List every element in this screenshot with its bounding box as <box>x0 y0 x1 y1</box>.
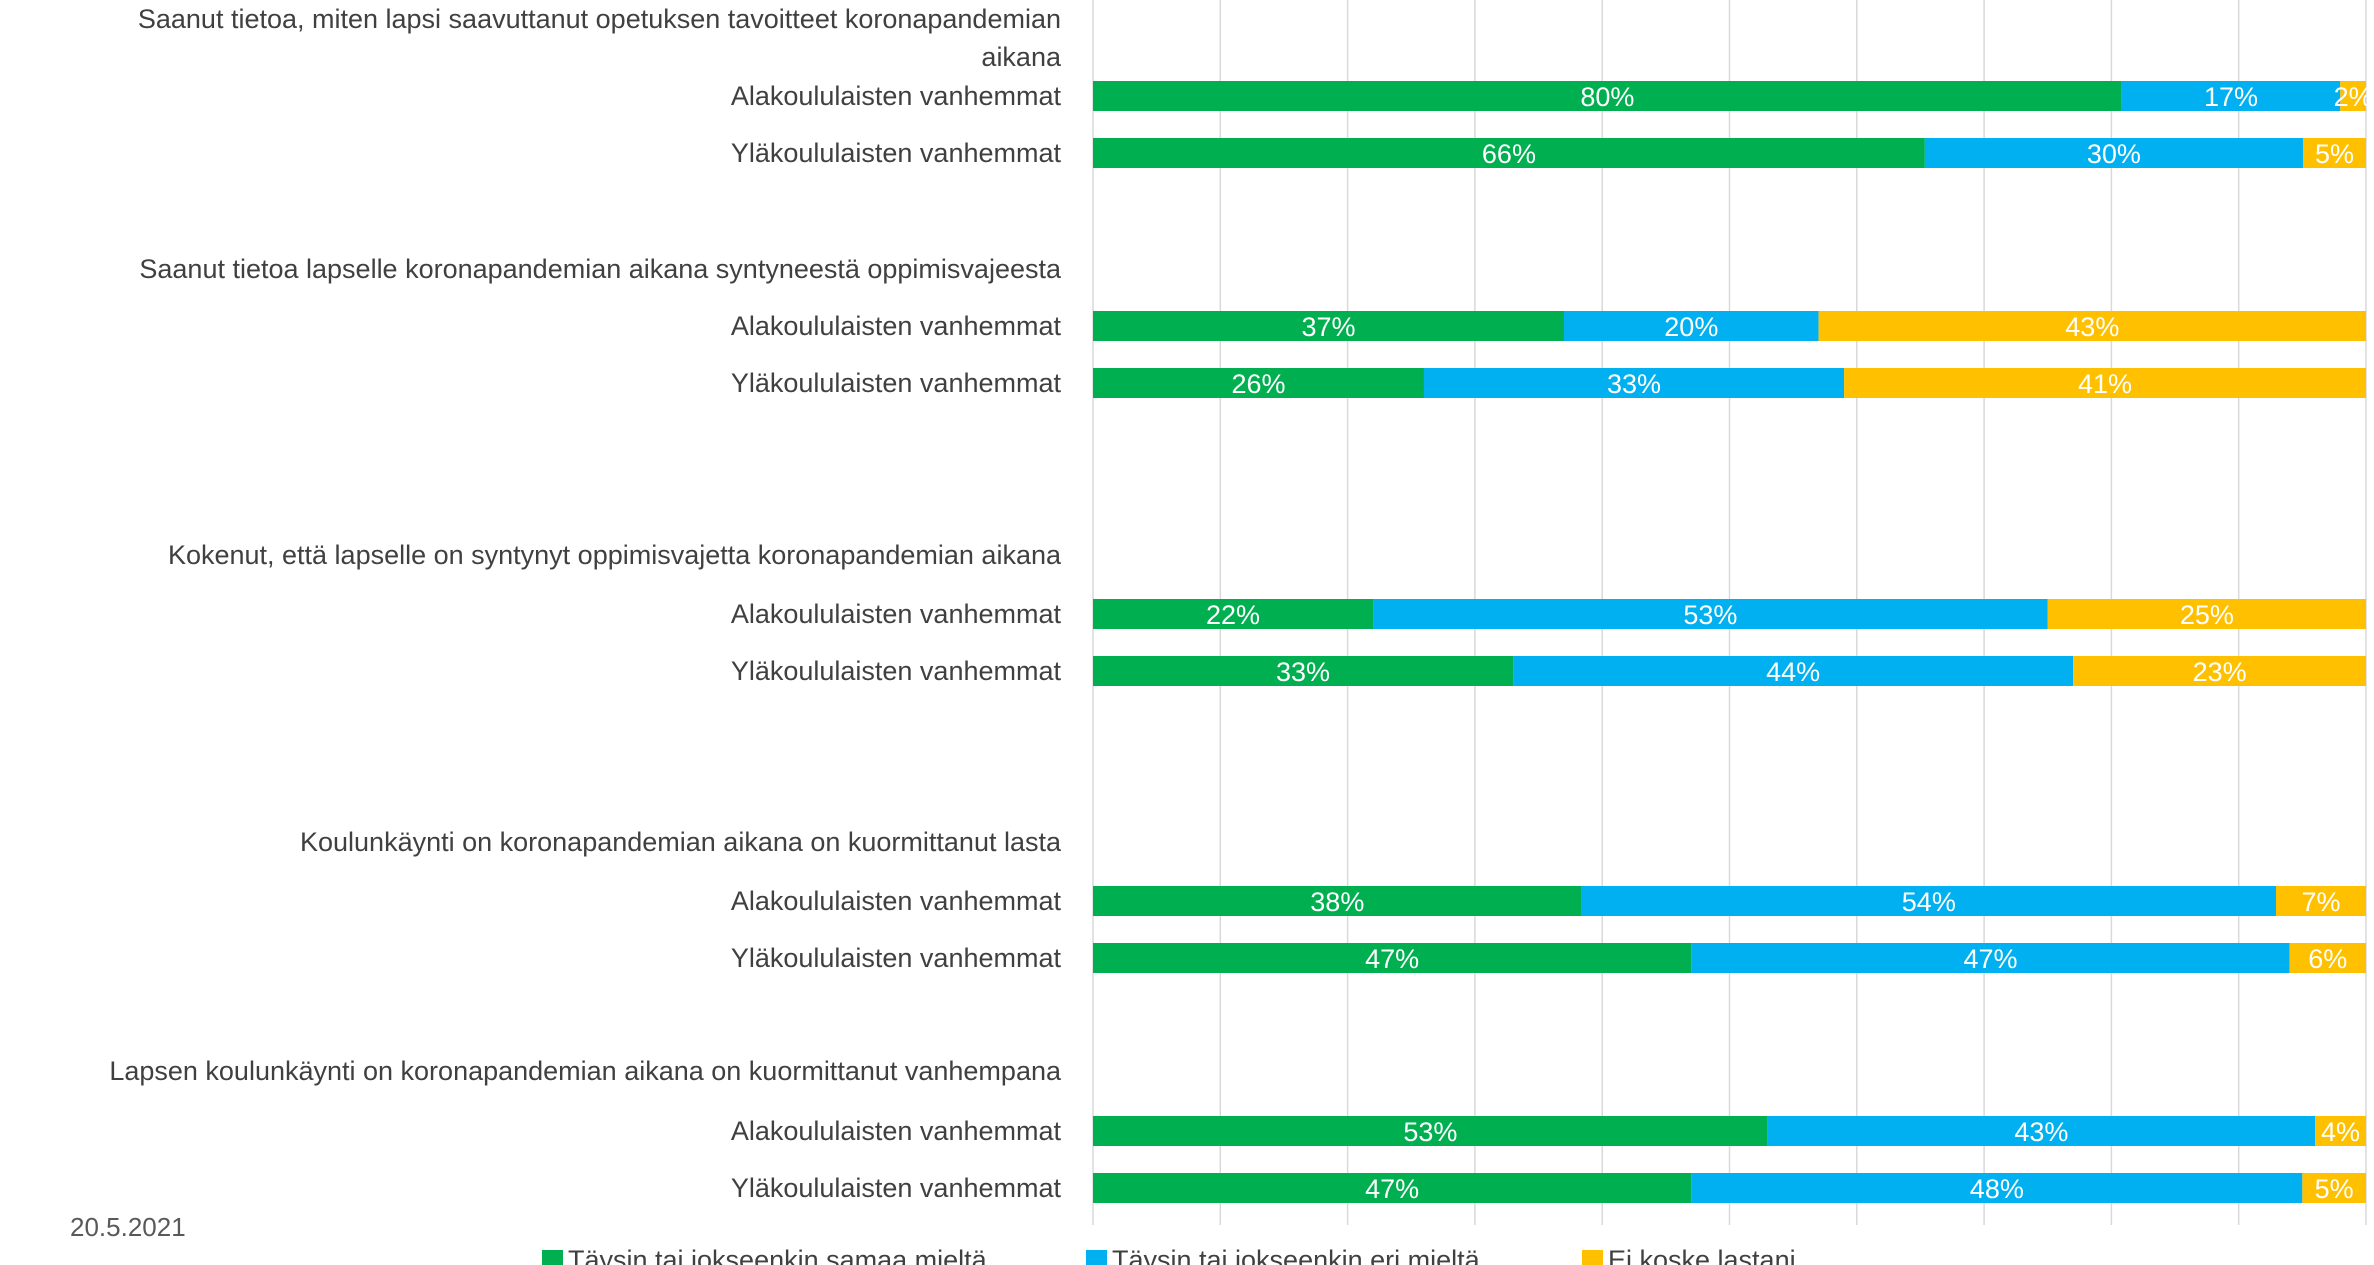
data-label: 33% <box>1607 369 1661 399</box>
bar-segment <box>2315 1116 2366 1146</box>
legend-label: Täysin tai jokseenkin samaa mieltä <box>568 1245 988 1265</box>
data-label: 30% <box>2087 139 2141 169</box>
legend-label: Ei koske lastani <box>1608 1245 1796 1265</box>
legend: Täysin tai jokseenkin samaa mieltä Täysin… <box>542 1245 1796 1265</box>
data-label: 20% <box>1664 312 1718 342</box>
bar-segment <box>2340 81 2366 111</box>
question-label: Kokenut, että lapselle on syntynyt oppim… <box>168 540 1062 570</box>
bar-segment <box>1924 138 2303 168</box>
data-label: 54% <box>1902 887 1956 917</box>
bar-segment <box>1581 886 2276 916</box>
bar-segment <box>1093 886 1582 916</box>
bar-segment <box>1767 1116 2316 1146</box>
legend-swatch <box>1086 1250 1107 1265</box>
bar-segment <box>1423 368 1845 398</box>
bar-segment <box>1818 311 2366 341</box>
bar-segment <box>2302 138 2366 168</box>
bar-segment <box>1844 368 2366 398</box>
bar-segment <box>1093 368 1424 398</box>
question-label: Koulunkäynti on koronapandemian aikana o… <box>300 827 1062 857</box>
bar-segment <box>1564 311 1819 341</box>
row-label: Yläkoululaisten vanhemmat <box>731 368 1062 398</box>
bar-segment <box>1093 1173 1692 1203</box>
bar-segment <box>1093 1116 1768 1146</box>
bar-segment <box>1513 656 2074 686</box>
row-label: Alakoululaisten vanhemmat <box>731 886 1062 916</box>
data-label: 2% <box>2334 82 2373 112</box>
data-label: 47% <box>1963 944 2017 974</box>
legend-swatch <box>1582 1250 1603 1265</box>
question-label: Saanut tietoa lapselle koronapandemian a… <box>139 254 1062 284</box>
bars: 80% 17% 2% 66% 30% 5% 37% 20% 43% 26% 33% 41% 22% 53%… <box>1093 81 2373 1204</box>
data-label: 25% <box>2180 600 2234 630</box>
data-label: 23% <box>2193 657 2247 687</box>
bar-segment <box>2073 656 2366 686</box>
bar-segment <box>1093 311 1565 341</box>
bar-segment <box>2121 81 2341 111</box>
bar-segment <box>1373 599 2048 629</box>
bar-segment <box>2275 886 2366 916</box>
data-label: 47% <box>1365 1174 1419 1204</box>
data-label: 5% <box>2315 1174 2354 1204</box>
legend-swatch <box>542 1250 563 1265</box>
data-label: 47% <box>1365 944 1419 974</box>
row-label: Alakoululaisten vanhemmat <box>731 81 1062 111</box>
category-labels: Saanut tietoa, miten lapsi saavuttanut o… <box>109 4 1062 1203</box>
date-label: 20.5.2021 <box>70 1212 186 1242</box>
row-label: Yläkoululaisten vanhemmat <box>731 656 1062 686</box>
data-label: 41% <box>2078 369 2132 399</box>
data-label: 43% <box>2065 312 2119 342</box>
row-label: Yläkoululaisten vanhemmat <box>731 943 1062 973</box>
bar-segment <box>1093 599 1374 629</box>
data-label: 80% <box>1580 82 1634 112</box>
data-label: 7% <box>2301 887 2340 917</box>
data-label: 37% <box>1301 312 1355 342</box>
data-label: 6% <box>2308 944 2347 974</box>
bar-segment <box>1093 138 1925 168</box>
bar-segment <box>2047 599 2366 629</box>
data-label: 33% <box>1276 657 1330 687</box>
question-label: Saanut tietoa, miten lapsi saavuttanut o… <box>138 4 1061 34</box>
bar-segment <box>1093 81 2122 111</box>
question-label: Lapsen koulunkäynti on koronapandemian a… <box>109 1056 1062 1086</box>
question-label: aikana <box>981 42 1062 72</box>
row-label: Yläkoululaisten vanhemmat <box>731 1173 1062 1203</box>
bar-segment <box>1691 943 2290 973</box>
bar-segment <box>2302 1173 2366 1203</box>
data-label: 44% <box>1766 657 1820 687</box>
bar-segment <box>1093 656 1514 686</box>
row-label: Alakoululaisten vanhemmat <box>731 1116 1062 1146</box>
data-label: 53% <box>1403 1117 1457 1147</box>
data-label: 4% <box>2321 1117 2360 1147</box>
data-label: 43% <box>2014 1117 2068 1147</box>
row-label: Yläkoululaisten vanhemmat <box>731 138 1062 168</box>
data-label: 66% <box>1482 139 1536 169</box>
data-label: 26% <box>1231 369 1285 399</box>
data-label: 48% <box>1970 1174 2024 1204</box>
bar-segment <box>2289 943 2366 973</box>
row-label: Alakoululaisten vanhemmat <box>731 311 1062 341</box>
bar-segment <box>1093 943 1692 973</box>
data-label: 17% <box>2204 82 2258 112</box>
data-label: 38% <box>1310 887 1364 917</box>
legend-label: Täysin tai jokseenkin eri mieltä <box>1112 1245 1481 1265</box>
bar-segment <box>1691 1173 2303 1203</box>
data-label: 53% <box>1683 600 1737 630</box>
data-label: 22% <box>1206 600 1260 630</box>
row-label: Alakoululaisten vanhemmat <box>731 599 1062 629</box>
data-label: 5% <box>2315 139 2354 169</box>
